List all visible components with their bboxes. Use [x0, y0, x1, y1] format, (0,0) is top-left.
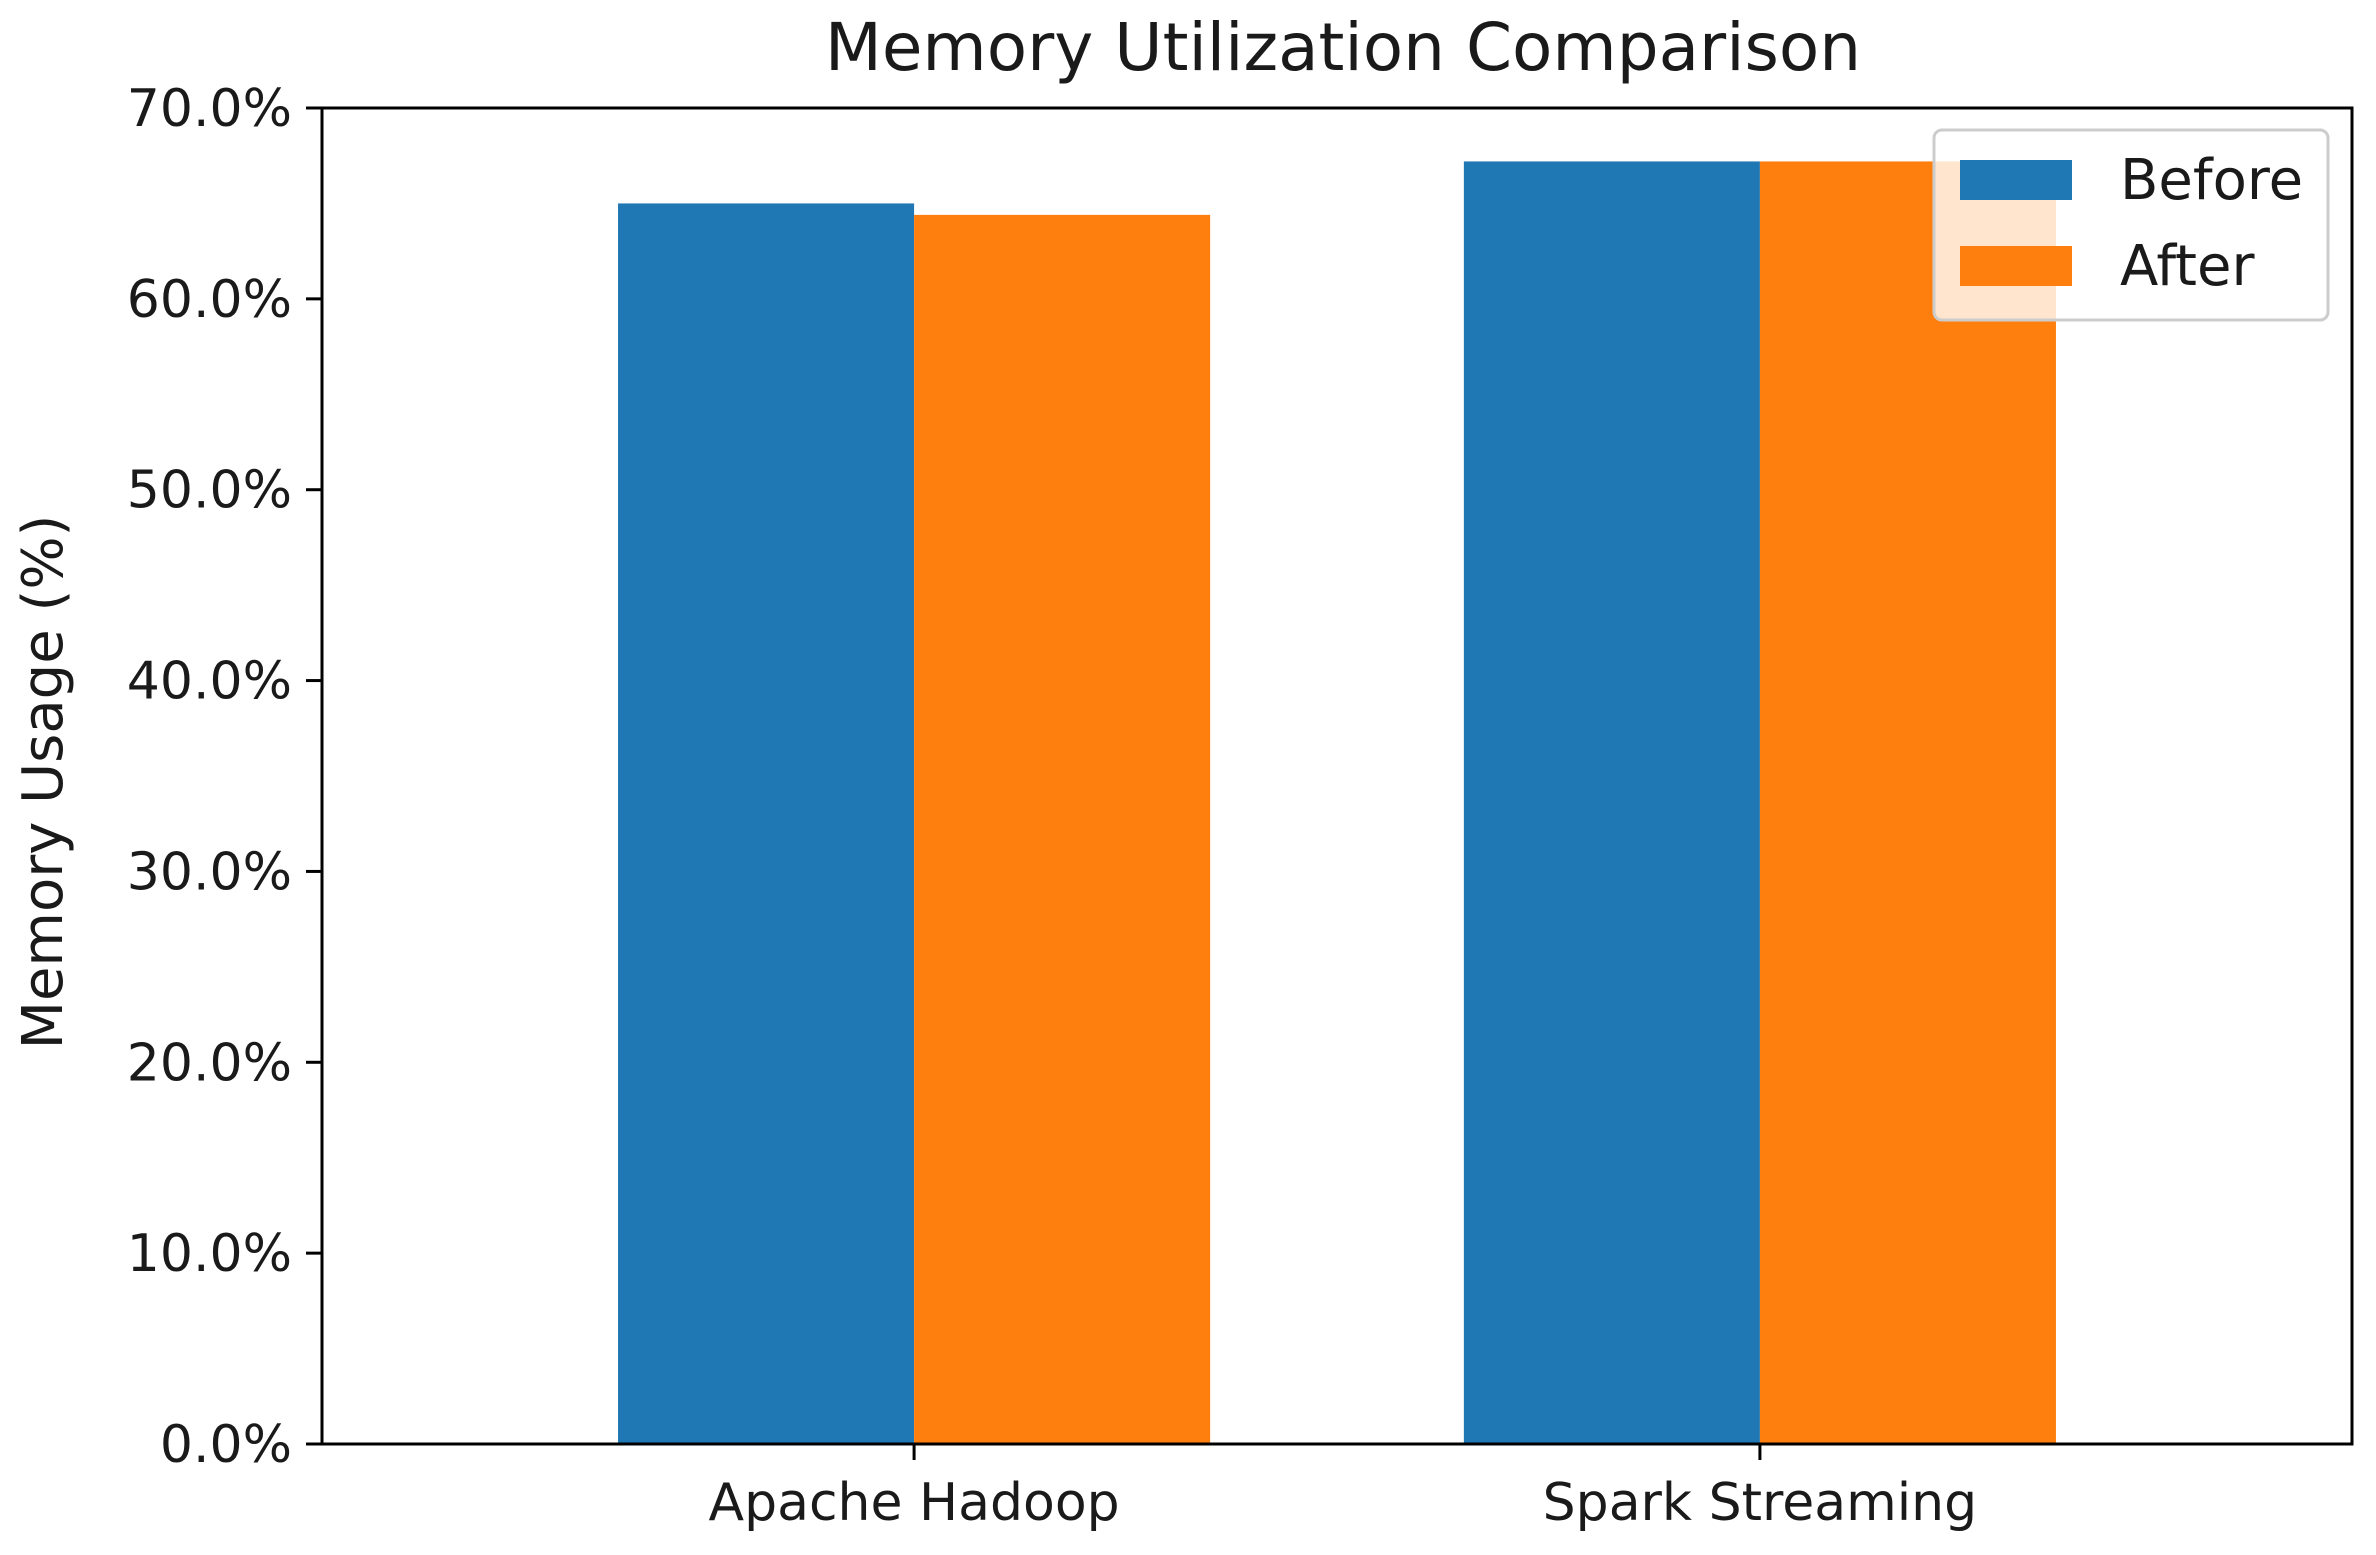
bar-before-apache-hadoop	[618, 203, 915, 1444]
y-tick-label: 60.0%	[127, 270, 292, 330]
y-axis-label: Memory Usage (%)	[11, 515, 76, 1050]
plot-frame	[320, 106, 2354, 1446]
y-tick-label: 30.0%	[127, 842, 292, 902]
legend: Before After	[1932, 128, 2330, 322]
bar-group	[618, 161, 2056, 1445]
x-tick-label: Spark Streaming	[1543, 1473, 1977, 1533]
y-tick-label: 10.0%	[127, 1224, 292, 1284]
bar-after-spark-streaming	[1759, 161, 2056, 1445]
y-tick-label: 0.0%	[160, 1415, 292, 1475]
y-tick-label: 40.0%	[127, 652, 292, 712]
bar-before-spark-streaming	[1463, 161, 1760, 1445]
chart-title: Memory Utilization Comparison	[825, 9, 1861, 86]
legend-label-before: Before	[2120, 148, 2303, 213]
y-tick-label: 50.0%	[127, 461, 292, 521]
y-tick-label: 20.0%	[127, 1033, 292, 1093]
x-tick-label: Apache Hadoop	[709, 1473, 1120, 1533]
legend-swatch-after	[1960, 246, 2072, 286]
y-tick-label: 70.0%	[127, 79, 292, 139]
x-axis-ticks: Apache Hadoop Spark Streaming	[709, 1444, 1977, 1533]
legend-label-after: After	[2120, 234, 2255, 299]
y-axis-ticks: 0.0% 10.0% 20.0% 30.0% 40.0% 50.0% 60.0% 70.0%	[127, 79, 322, 1475]
bar-after-apache-hadoop	[914, 214, 1211, 1444]
legend-swatch-before	[1960, 160, 2072, 200]
